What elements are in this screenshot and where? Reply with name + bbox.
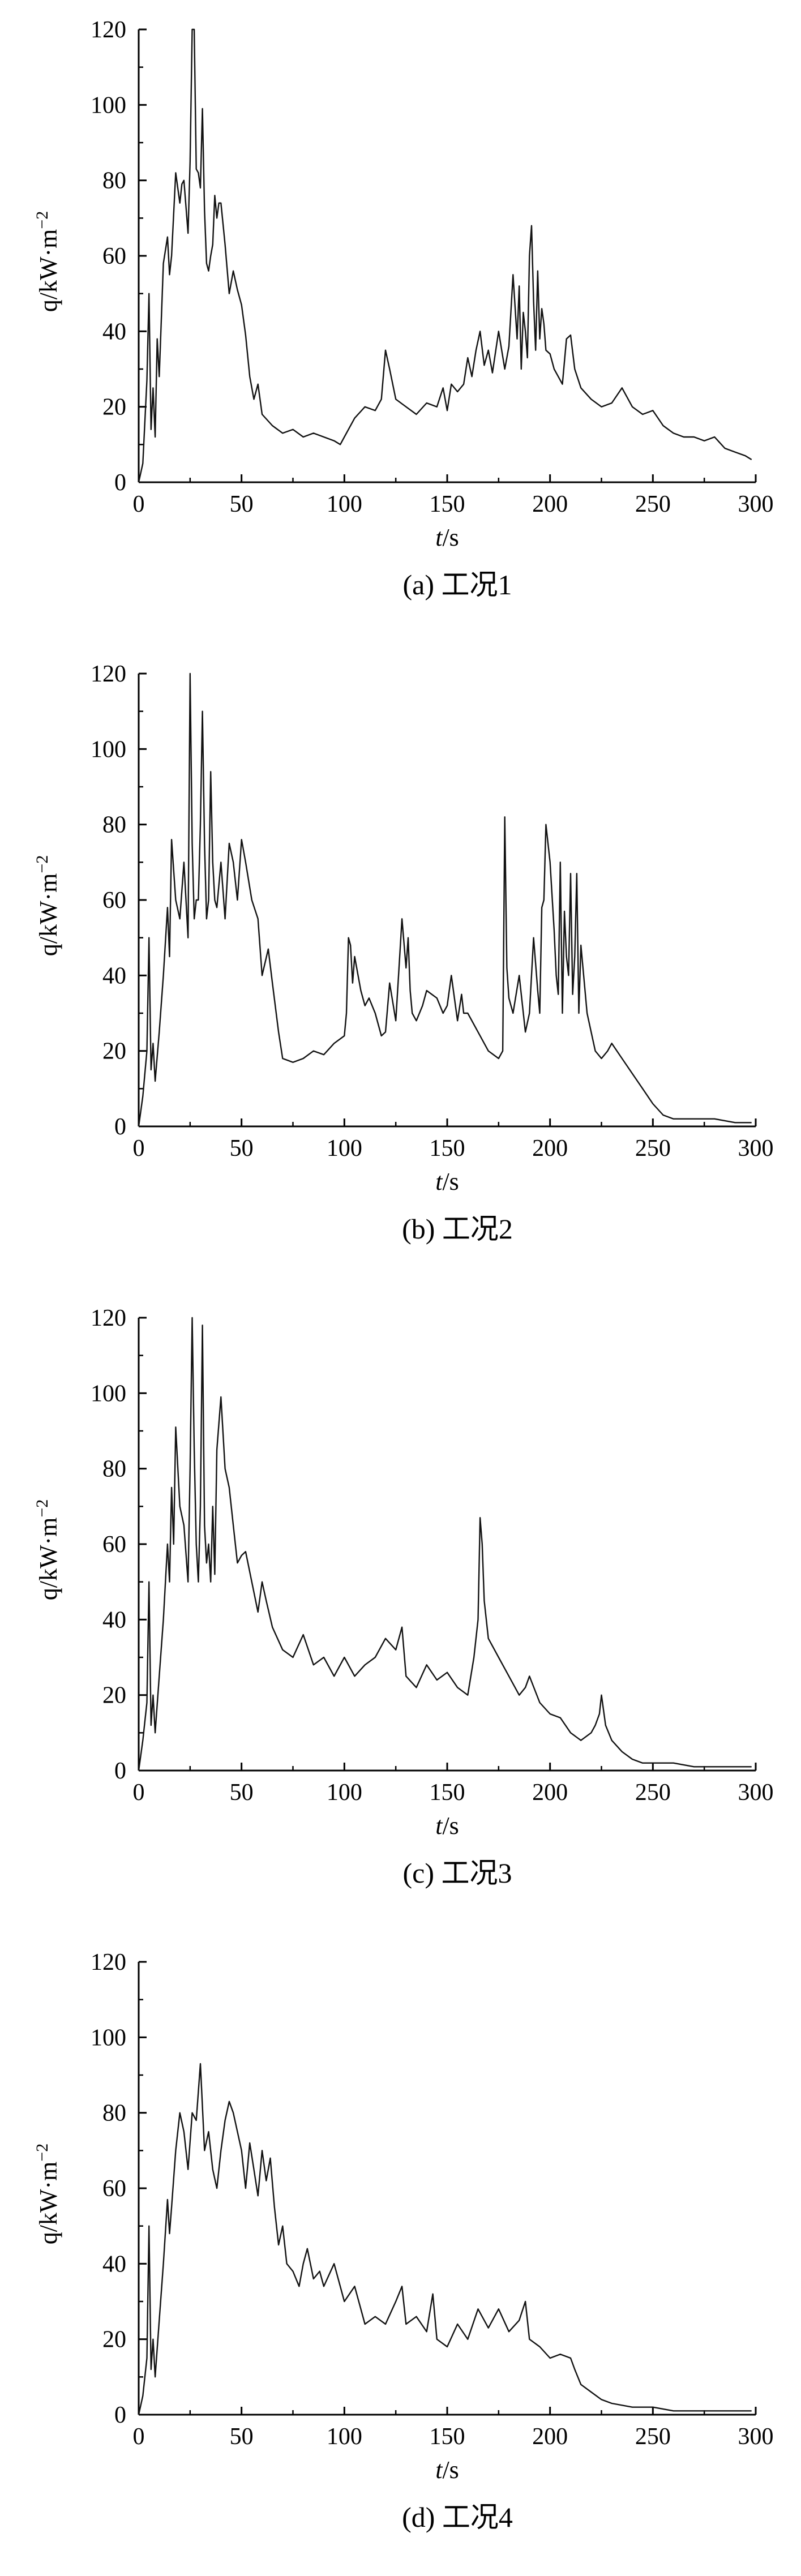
y-tick-label: 20 [102, 1039, 126, 1065]
x-tick-label: 0 [133, 1780, 145, 1806]
y-axis-title-text: q/kW·m [35, 1518, 62, 1601]
x-axis-title-variable: t [435, 2456, 443, 2484]
x-tick-label: 200 [532, 491, 568, 517]
chart-panel-2: 0 50 100 150 200 250 300 0 20 40 60 80 100 120 q/kW·m−… [33, 661, 774, 1245]
y-axis-title: q/kW·m−2 [33, 211, 62, 312]
y-tick-label: 120 [91, 1305, 126, 1331]
x-tick-label: 250 [635, 491, 671, 517]
x-tick-label: 300 [738, 2424, 774, 2450]
x-axis-title-variable: t [435, 1168, 443, 1195]
y-axis-title: q/kW·m−2 [33, 855, 62, 957]
series-line [138, 672, 752, 1127]
y-axis-title: q/kW·m−2 [33, 2144, 62, 2245]
y-tick-label: 0 [114, 2402, 126, 2428]
y-axis-title: q/kW·m−2 [33, 1499, 62, 1601]
y-tick-label: 0 [114, 1758, 126, 1784]
x-axis-title-unit: /s [442, 2456, 459, 2484]
x-tick-label: 0 [133, 2424, 145, 2450]
panel-caption: (c) 工况3 [403, 1857, 512, 1889]
y-tick-label: 40 [102, 2251, 126, 2277]
x-tick-label: 150 [430, 491, 465, 517]
x-tick-label: 300 [738, 1135, 774, 1161]
x-axis-title: t/s [435, 1812, 459, 1840]
x-tick-label: 0 [133, 491, 145, 517]
x-tick-label: 200 [532, 1780, 568, 1806]
y-tick-label: 80 [102, 812, 126, 838]
x-tick-label: 200 [532, 1135, 568, 1161]
panel-caption: (b) 工况2 [402, 1213, 513, 1245]
x-axis-title: t/s [435, 1168, 459, 1195]
series-line [138, 2063, 752, 2415]
x-tick-label: 250 [635, 1780, 671, 1806]
y-tick-label: 100 [91, 2025, 126, 2051]
y-tick-label: 20 [102, 395, 126, 421]
y-tick-label: 0 [114, 1114, 126, 1140]
y-tick-label: 40 [102, 319, 126, 345]
panel-caption: (d) 工况4 [402, 2501, 513, 2533]
x-tick-label: 250 [635, 1135, 671, 1161]
y-axis-title-superscript: −2 [33, 855, 52, 873]
x-tick-label: 50 [230, 1135, 254, 1161]
x-tick-label: 100 [327, 2424, 362, 2450]
y-tick-label: 100 [91, 736, 126, 762]
panel-caption: (a) 工况1 [403, 569, 512, 601]
x-axis-title: t/s [435, 524, 459, 551]
x-tick-label: 100 [327, 491, 362, 517]
y-axis-title-text: q/kW·m [35, 873, 62, 957]
x-tick-label: 150 [430, 1780, 465, 1806]
x-tick-label: 250 [635, 2424, 671, 2450]
chart-panel-4: 0 50 100 150 200 250 300 0 20 40 60 80 100 120 q/kW·m−… [33, 1949, 774, 2533]
y-tick-label: 120 [91, 661, 126, 687]
x-tick-label: 100 [327, 1780, 362, 1806]
x-axis-title-unit: /s [442, 1168, 459, 1195]
x-tick-label: 50 [230, 2424, 254, 2450]
x-tick-label: 50 [230, 491, 254, 517]
y-tick-label: 20 [102, 2327, 126, 2353]
series-line [138, 1317, 752, 1771]
y-tick-label: 120 [91, 17, 126, 43]
y-tick-label: 80 [102, 168, 126, 194]
y-axis-title-superscript: −2 [33, 2144, 52, 2162]
y-tick-label: 80 [102, 2101, 126, 2127]
y-tick-label: 80 [102, 1456, 126, 1482]
x-tick-label: 50 [230, 1780, 254, 1806]
chart-panel-1: 0 50 100 150 200 250 300 0 20 40 60 80 100 120 q/kW·m−… [33, 17, 774, 601]
y-axis-title-superscript: −2 [33, 1499, 52, 1518]
y-tick-label: 60 [102, 2176, 126, 2202]
y-tick-label: 100 [91, 92, 126, 118]
y-tick-label: 60 [102, 243, 126, 269]
x-tick-label: 150 [430, 1135, 465, 1161]
x-tick-label: 150 [430, 2424, 465, 2450]
y-tick-label: 60 [102, 888, 126, 914]
y-tick-label: 40 [102, 963, 126, 989]
y-axis-title-text: q/kW·m [35, 229, 62, 312]
series-line [138, 28, 752, 483]
x-axis-title-unit: /s [442, 1812, 459, 1840]
x-axis-title-variable: t [435, 1812, 443, 1840]
y-tick-label: 60 [102, 1532, 126, 1558]
y-tick-label: 120 [91, 1949, 126, 1975]
y-tick-label: 20 [102, 1683, 126, 1709]
x-tick-label: 0 [133, 1135, 145, 1161]
x-tick-label: 100 [327, 1135, 362, 1161]
y-tick-label: 0 [114, 470, 126, 496]
y-tick-label: 100 [91, 1381, 126, 1407]
x-tick-label: 200 [532, 2424, 568, 2450]
x-axis-title-unit: /s [442, 524, 459, 551]
y-tick-label: 40 [102, 1607, 126, 1633]
chart-panel-3: 0 50 100 150 200 250 300 0 20 40 60 80 100 120 q/kW·m−… [33, 1305, 774, 1889]
y-axis-title-superscript: −2 [33, 211, 52, 229]
x-axis-title-variable: t [435, 524, 443, 551]
x-tick-label: 300 [738, 491, 774, 517]
x-axis-title: t/s [435, 2456, 459, 2484]
y-axis-title-text: q/kW·m [35, 2162, 62, 2245]
x-tick-label: 300 [738, 1780, 774, 1806]
